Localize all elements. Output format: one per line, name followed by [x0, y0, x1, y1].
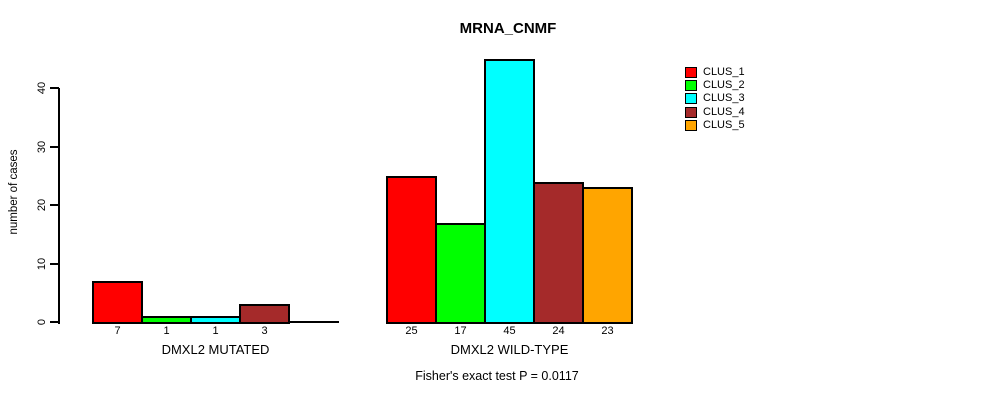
bar-value-label: 25 — [405, 325, 418, 337]
y-axis-tick — [50, 321, 59, 323]
bar-value-label: 3 — [261, 325, 268, 337]
legend-swatch-clus_5 — [685, 119, 697, 131]
bar-clus_5-dmxl2-wild-type — [582, 187, 633, 324]
bar-clus_1-dmxl2-mutated — [92, 281, 143, 324]
bar-clus_3-dmxl2-mutated — [190, 316, 241, 324]
legend-label: CLUS_2 — [703, 79, 745, 92]
legend-entry: CLUS_5 — [685, 119, 745, 132]
legend-swatch-clus_4 — [685, 106, 697, 118]
chart-title: MRNA_CNMF — [459, 20, 557, 37]
bar-clus_1-dmxl2-wild-type — [386, 175, 437, 324]
y-axis-tick — [50, 204, 59, 206]
y-tick-label: 0 — [36, 318, 48, 326]
bar-clus_2-dmxl2-wild-type — [435, 222, 486, 324]
y-tick-label: 20 — [36, 198, 48, 212]
legend-label: CLUS_5 — [703, 118, 745, 131]
legend-swatch-clus_1 — [685, 67, 697, 78]
x-axis-group-label-dmxl2-mutated: DMXL2 MUTATED — [161, 342, 270, 357]
y-tick-label: 30 — [36, 140, 48, 153]
y-axis-tick — [50, 262, 59, 265]
legend-entry: CLUS_4 — [685, 106, 745, 119]
bar-clus_4-dmxl2-wild-type — [533, 181, 584, 324]
legend-entry: CLUS_3 — [685, 92, 745, 105]
bar-clus_3-dmxl2-wild-type — [484, 58, 535, 324]
y-axis-tick — [50, 145, 59, 148]
bar-value-label: 17 — [454, 325, 467, 337]
legend-swatch-clus_3 — [685, 93, 697, 105]
bar-value-label: 24 — [552, 325, 565, 337]
bar-value-label: 45 — [503, 325, 516, 337]
bar-value-label: 1 — [212, 325, 219, 337]
legend-entry: CLUS_1 — [685, 66, 745, 79]
bar-value-label: 7 — [114, 325, 121, 337]
y-tick-label: 10 — [36, 257, 48, 270]
bar-value-label: 23 — [601, 325, 614, 337]
legend-label: CLUS_1 — [703, 66, 745, 78]
y-tick-label: 40 — [36, 81, 48, 95]
fisher-test-annotation: Fisher's exact test P = 0.0117 — [415, 369, 579, 383]
y-axis-label: number of cases — [8, 149, 20, 235]
bar-value-label: 1 — [163, 325, 170, 337]
y-axis-line — [58, 88, 60, 324]
y-axis-tick — [50, 87, 59, 89]
legend-label: CLUS_3 — [703, 92, 745, 105]
legend-entry: CLUS_2 — [685, 79, 745, 92]
legend-swatch-clus_2 — [685, 80, 697, 92]
bar-clus_5-dmxl2-mutated-zero — [288, 321, 339, 323]
bar-clus_4-dmxl2-mutated — [239, 304, 290, 324]
legend-label: CLUS_4 — [703, 105, 745, 118]
x-axis-group-label-dmxl2-wild-type: DMXL2 WILD-TYPE — [450, 342, 569, 357]
bar-clus_2-dmxl2-mutated — [141, 316, 192, 324]
